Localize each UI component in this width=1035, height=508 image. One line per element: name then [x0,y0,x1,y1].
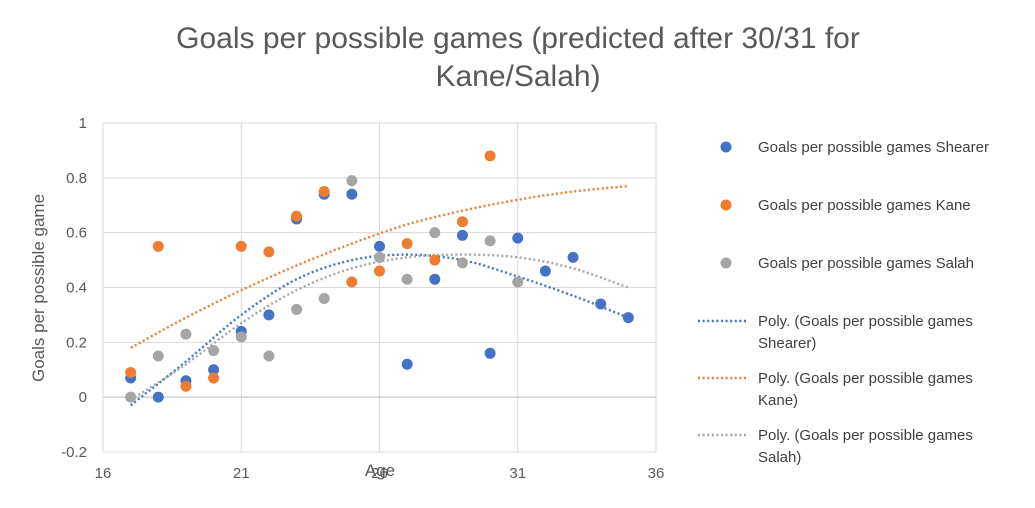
data-point-series-0 [346,188,358,200]
legend: Goals per possible games Shearer Goals pe… [698,139,989,466]
data-point-series-1 [318,186,330,198]
data-point-series-0 [152,391,164,403]
data-point-series-2 [484,235,496,247]
data-point-series-0 [622,312,634,324]
data-point-series-2 [401,273,413,285]
legend-marker-series-1 [720,199,732,211]
x-tick-label: 31 [509,465,526,482]
data-point-series-1 [125,366,137,378]
data-point-series-0 [429,273,441,285]
y-tick-label: 0.2 [66,334,87,351]
data-point-series-2 [318,292,330,304]
legend-marker-series-2 [720,257,732,269]
data-point-series-2 [152,350,164,362]
data-point-series-2 [512,276,524,288]
data-point-series-0 [208,364,220,376]
legend-label-trendline-2: Salah) [758,449,801,466]
y-tick-label: 0 [79,389,87,406]
data-point-series-2 [263,350,275,362]
data-point-series-0 [374,240,385,252]
chart-title-line-2: Kane/Salah) [435,60,600,93]
x-tick-label: 36 [648,465,665,482]
data-point-series-2 [374,251,385,263]
trendline-1 [130,184,629,349]
legend-label-trendline-1: Kane) [758,392,798,409]
data-point-series-1 [235,240,247,252]
data-point-series-1 [152,240,164,252]
y-axis-title: Goals per possible game [29,194,48,382]
data-point-series-0 [539,265,551,277]
data-point-series-1 [374,265,385,277]
legend-label-trendline-0: Poly. (Goals per possible games [758,313,973,330]
plot-area: -0.2 0 0.2 0.4 0.6 0.8 1 16 21 26 31 36 [61,115,664,482]
legend-label-trendline-1: Poly. (Goals per possible games [758,370,973,387]
legend-label-series-2: Goals per possible games Salah [758,255,974,272]
data-point-series-2 [235,331,247,343]
data-point-series-0 [456,229,468,241]
y-tick-label: 0.4 [66,280,87,297]
legend-label-trendline-0: Shearer) [758,335,816,352]
legend-marker-series-0 [720,141,732,153]
data-point-series-2 [125,391,137,403]
data-point-series-0 [595,298,607,310]
data-point-series-0 [512,232,524,244]
x-axis-title: Age [365,461,395,480]
data-point-series-1 [484,150,496,162]
data-point-series-2 [291,303,303,315]
y-tick-label: 0.6 [66,225,87,242]
data-point-series-1 [263,246,275,258]
data-point-series-1 [401,238,413,250]
data-point-series-2 [208,345,220,357]
chart-title-line-1: Goals per possible games (predicted afte… [176,22,860,55]
y-tick-label: 0.8 [66,170,87,187]
data-point-series-1 [429,254,441,266]
data-point-series-0 [401,358,413,370]
x-tick-label: 21 [233,465,250,482]
x-tick-label: 16 [95,465,112,482]
data-point-series-1 [208,372,220,384]
legend-label-trendline-2: Poly. (Goals per possible games [758,427,973,444]
data-point-series-1 [291,210,303,222]
data-point-series-1 [346,276,358,288]
data-point-series-2 [456,257,468,269]
data-point-series-1 [456,216,468,228]
data-point-series-2 [180,328,192,340]
legend-label-series-0: Goals per possible games Shearer [758,139,989,156]
data-point-series-1 [180,380,192,392]
data-point-series-0 [484,347,496,359]
x-tick-label: 26 [371,465,388,482]
y-tick-label: -0.2 [61,444,87,461]
data-point-series-0 [263,309,275,321]
data-point-series-2 [346,175,358,187]
data-point-series-2 [429,227,441,239]
legend-label-series-1: Goals per possible games Kane [758,197,971,214]
data-point-series-0 [567,251,579,263]
y-tick-label: 1 [79,115,87,132]
